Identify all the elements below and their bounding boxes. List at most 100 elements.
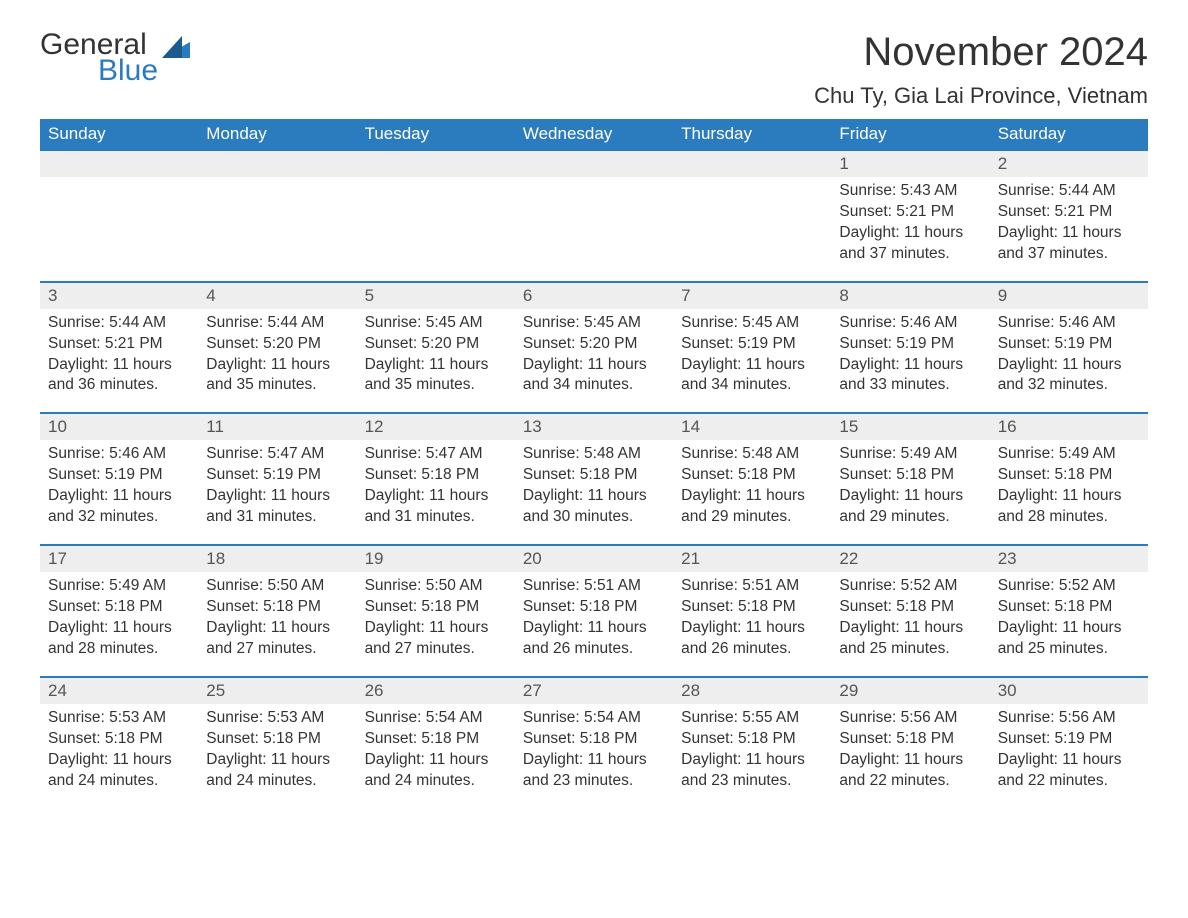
day-number: 2 — [990, 150, 1148, 177]
daylight-text: Daylight: 11 hours and 32 minutes. — [48, 486, 190, 528]
day-number: 10 — [40, 413, 198, 440]
day-number-row: 3456789 — [40, 282, 1148, 309]
sunrise-text: Sunrise: 5:55 AM — [681, 708, 823, 729]
weekday-header: Friday — [831, 119, 989, 150]
day-details: Sunrise: 5:54 AMSunset: 5:18 PMDaylight:… — [357, 704, 515, 808]
day-details: Sunrise: 5:49 AMSunset: 5:18 PMDaylight:… — [831, 440, 989, 545]
daylight-text: Daylight: 11 hours and 26 minutes. — [681, 618, 823, 660]
empty-cell — [40, 177, 198, 282]
daylight-text: Daylight: 11 hours and 37 minutes. — [998, 223, 1140, 265]
day-number-row: 10111213141516 — [40, 413, 1148, 440]
daylight-text: Daylight: 11 hours and 37 minutes. — [839, 223, 981, 265]
daylight-text: Daylight: 11 hours and 28 minutes. — [998, 486, 1140, 528]
daylight-text: Daylight: 11 hours and 22 minutes. — [998, 750, 1140, 792]
sunrise-text: Sunrise: 5:50 AM — [365, 576, 507, 597]
daylight-text: Daylight: 11 hours and 31 minutes. — [365, 486, 507, 528]
empty-cell — [198, 177, 356, 282]
sunset-text: Sunset: 5:18 PM — [839, 729, 981, 750]
day-details: Sunrise: 5:45 AMSunset: 5:20 PMDaylight:… — [357, 309, 515, 414]
empty-cell — [40, 150, 198, 177]
day-number: 9 — [990, 282, 1148, 309]
day-number-row: 24252627282930 — [40, 677, 1148, 704]
day-details: Sunrise: 5:54 AMSunset: 5:18 PMDaylight:… — [515, 704, 673, 808]
sunset-text: Sunset: 5:21 PM — [998, 202, 1140, 223]
day-number: 30 — [990, 677, 1148, 704]
daylight-text: Daylight: 11 hours and 28 minutes. — [48, 618, 190, 660]
day-details: Sunrise: 5:52 AMSunset: 5:18 PMDaylight:… — [831, 572, 989, 677]
day-number: 5 — [357, 282, 515, 309]
sunrise-text: Sunrise: 5:45 AM — [523, 313, 665, 334]
day-number: 29 — [831, 677, 989, 704]
day-number: 26 — [357, 677, 515, 704]
daylight-text: Daylight: 11 hours and 24 minutes. — [206, 750, 348, 792]
sunset-text: Sunset: 5:18 PM — [998, 597, 1140, 618]
daylight-text: Daylight: 11 hours and 26 minutes. — [523, 618, 665, 660]
day-details: Sunrise: 5:46 AMSunset: 5:19 PMDaylight:… — [831, 309, 989, 414]
daylight-text: Daylight: 11 hours and 24 minutes. — [48, 750, 190, 792]
sunrise-text: Sunrise: 5:56 AM — [839, 708, 981, 729]
page-title: November 2024 — [814, 30, 1148, 75]
day-details: Sunrise: 5:50 AMSunset: 5:18 PMDaylight:… — [357, 572, 515, 677]
sunset-text: Sunset: 5:19 PM — [681, 334, 823, 355]
daylight-text: Daylight: 11 hours and 23 minutes. — [523, 750, 665, 792]
day-details: Sunrise: 5:47 AMSunset: 5:19 PMDaylight:… — [198, 440, 356, 545]
sunset-text: Sunset: 5:19 PM — [998, 334, 1140, 355]
sunset-text: Sunset: 5:18 PM — [681, 597, 823, 618]
day-details: Sunrise: 5:50 AMSunset: 5:18 PMDaylight:… — [198, 572, 356, 677]
sunset-text: Sunset: 5:18 PM — [681, 465, 823, 486]
brand-logo: General Blue — [40, 30, 190, 86]
empty-cell — [673, 150, 831, 177]
sunrise-text: Sunrise: 5:54 AM — [523, 708, 665, 729]
day-number-row: 12 — [40, 150, 1148, 177]
day-number: 25 — [198, 677, 356, 704]
daylight-text: Daylight: 11 hours and 29 minutes. — [681, 486, 823, 528]
sunrise-text: Sunrise: 5:46 AM — [48, 444, 190, 465]
sunset-text: Sunset: 5:21 PM — [48, 334, 190, 355]
daylight-text: Daylight: 11 hours and 33 minutes. — [839, 355, 981, 397]
day-details: Sunrise: 5:45 AMSunset: 5:19 PMDaylight:… — [673, 309, 831, 414]
sunset-text: Sunset: 5:20 PM — [206, 334, 348, 355]
weekday-header-row: Sunday Monday Tuesday Wednesday Thursday… — [40, 119, 1148, 150]
sunset-text: Sunset: 5:18 PM — [206, 729, 348, 750]
day-details: Sunrise: 5:46 AMSunset: 5:19 PMDaylight:… — [990, 309, 1148, 414]
sunrise-text: Sunrise: 5:54 AM — [365, 708, 507, 729]
day-number: 20 — [515, 545, 673, 572]
day-details: Sunrise: 5:49 AMSunset: 5:18 PMDaylight:… — [990, 440, 1148, 545]
day-details: Sunrise: 5:51 AMSunset: 5:18 PMDaylight:… — [673, 572, 831, 677]
daylight-text: Daylight: 11 hours and 34 minutes. — [681, 355, 823, 397]
day-details: Sunrise: 5:47 AMSunset: 5:18 PMDaylight:… — [357, 440, 515, 545]
sunrise-text: Sunrise: 5:49 AM — [48, 576, 190, 597]
sunset-text: Sunset: 5:19 PM — [839, 334, 981, 355]
day-number: 27 — [515, 677, 673, 704]
logo-blue: Blue — [98, 56, 158, 86]
day-details: Sunrise: 5:45 AMSunset: 5:20 PMDaylight:… — [515, 309, 673, 414]
day-number: 4 — [198, 282, 356, 309]
sunset-text: Sunset: 5:18 PM — [523, 465, 665, 486]
day-number: 8 — [831, 282, 989, 309]
sunrise-text: Sunrise: 5:44 AM — [206, 313, 348, 334]
sunset-text: Sunset: 5:19 PM — [998, 729, 1140, 750]
empty-cell — [198, 150, 356, 177]
day-number: 19 — [357, 545, 515, 572]
day-number: 23 — [990, 545, 1148, 572]
sunset-text: Sunset: 5:20 PM — [365, 334, 507, 355]
day-details: Sunrise: 5:43 AMSunset: 5:21 PMDaylight:… — [831, 177, 989, 282]
daylight-text: Daylight: 11 hours and 35 minutes. — [206, 355, 348, 397]
sunset-text: Sunset: 5:18 PM — [48, 729, 190, 750]
sunset-text: Sunset: 5:18 PM — [681, 729, 823, 750]
day-details: Sunrise: 5:53 AMSunset: 5:18 PMDaylight:… — [40, 704, 198, 808]
sunrise-text: Sunrise: 5:49 AM — [839, 444, 981, 465]
daylight-text: Daylight: 11 hours and 25 minutes. — [839, 618, 981, 660]
day-number: 3 — [40, 282, 198, 309]
sunrise-text: Sunrise: 5:44 AM — [48, 313, 190, 334]
weekday-header: Sunday — [40, 119, 198, 150]
sunset-text: Sunset: 5:19 PM — [206, 465, 348, 486]
sunset-text: Sunset: 5:18 PM — [523, 597, 665, 618]
daylight-text: Daylight: 11 hours and 27 minutes. — [365, 618, 507, 660]
day-number: 13 — [515, 413, 673, 440]
daylight-text: Daylight: 11 hours and 34 minutes. — [523, 355, 665, 397]
day-body-row: Sunrise: 5:49 AMSunset: 5:18 PMDaylight:… — [40, 572, 1148, 677]
sunrise-text: Sunrise: 5:45 AM — [681, 313, 823, 334]
sunrise-text: Sunrise: 5:43 AM — [839, 181, 981, 202]
daylight-text: Daylight: 11 hours and 24 minutes. — [365, 750, 507, 792]
